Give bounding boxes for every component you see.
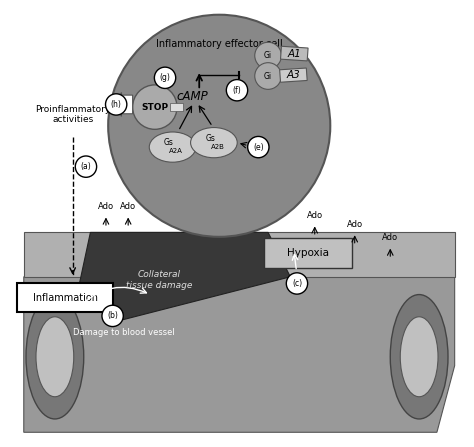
Circle shape (247, 136, 269, 158)
Text: Ado: Ado (98, 202, 114, 211)
Text: Damage to blood vessel: Damage to blood vessel (73, 328, 174, 337)
Text: (h): (h) (111, 100, 122, 109)
Text: Ado: Ado (307, 211, 323, 220)
Text: Hypoxia: Hypoxia (287, 248, 329, 258)
Ellipse shape (149, 132, 196, 162)
Circle shape (75, 156, 97, 177)
Text: Inflammation: Inflammation (33, 293, 98, 303)
Ellipse shape (400, 317, 438, 397)
Polygon shape (280, 68, 307, 82)
Polygon shape (24, 232, 455, 277)
Text: (f): (f) (233, 86, 241, 95)
Text: cAMP: cAMP (177, 90, 209, 103)
Circle shape (155, 67, 176, 89)
Circle shape (227, 80, 247, 101)
FancyBboxPatch shape (170, 103, 183, 111)
Text: (e): (e) (253, 143, 264, 152)
Text: Ado: Ado (120, 202, 136, 211)
Circle shape (133, 85, 177, 129)
FancyBboxPatch shape (17, 283, 113, 312)
Text: Ado: Ado (382, 233, 398, 242)
Text: Gi: Gi (264, 72, 272, 80)
Text: Ado: Ado (164, 202, 181, 211)
FancyBboxPatch shape (206, 176, 283, 202)
Text: Gi: Gi (264, 51, 272, 60)
Circle shape (106, 94, 127, 115)
FancyArrow shape (113, 93, 133, 116)
Circle shape (210, 198, 231, 220)
Text: A2A: A2A (169, 148, 183, 154)
Polygon shape (77, 232, 290, 321)
Text: (a): (a) (81, 162, 91, 171)
Text: Ado: Ado (204, 204, 220, 213)
Ellipse shape (26, 295, 84, 419)
Text: Proinflammatory
activities: Proinflammatory activities (35, 105, 110, 124)
Circle shape (255, 63, 282, 89)
Text: Gs: Gs (164, 138, 174, 147)
Text: (b): (b) (107, 312, 118, 320)
Circle shape (286, 273, 308, 294)
Text: Ado: Ado (346, 220, 363, 229)
Text: (g): (g) (160, 73, 171, 82)
Text: A1: A1 (287, 49, 301, 59)
Circle shape (102, 305, 123, 327)
Circle shape (255, 42, 282, 69)
Text: A3: A3 (287, 70, 301, 80)
Text: Collateral
tissue damage: Collateral tissue damage (126, 270, 192, 290)
Text: STOP: STOP (141, 103, 168, 112)
Text: A2B: A2B (210, 143, 224, 150)
Ellipse shape (390, 295, 448, 419)
Text: (d): (d) (215, 205, 226, 214)
Polygon shape (24, 277, 455, 432)
Text: [Ado]: [Ado] (216, 185, 240, 194)
Circle shape (108, 15, 330, 237)
Text: Gs: Gs (205, 134, 215, 143)
Ellipse shape (36, 317, 74, 397)
Text: (c): (c) (292, 279, 302, 288)
Text: ext: ext (238, 189, 248, 194)
Text: Inflammatory effector cell: Inflammatory effector cell (156, 38, 283, 49)
FancyBboxPatch shape (264, 238, 353, 268)
Polygon shape (281, 46, 308, 61)
Text: Ado: Ado (187, 202, 203, 211)
Ellipse shape (191, 127, 237, 158)
